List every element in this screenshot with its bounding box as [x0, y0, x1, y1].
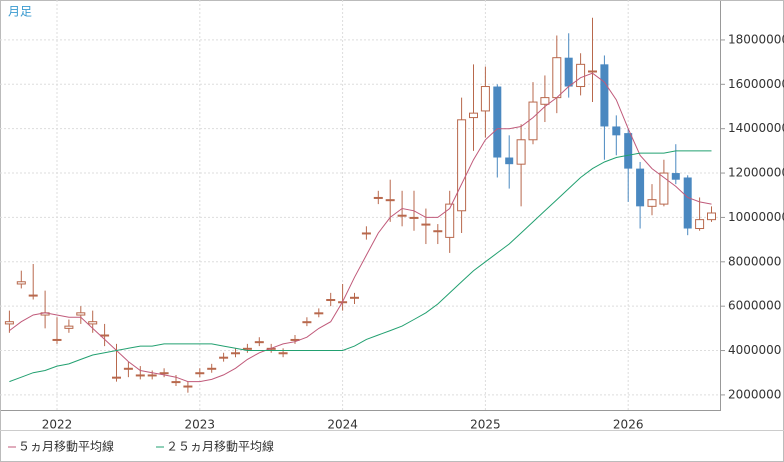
legend-label: ５ヵ月移動平均線 — [18, 439, 114, 454]
candle-body — [100, 334, 110, 337]
candle-body — [612, 126, 621, 136]
y-tick-label: 8000000 — [728, 254, 781, 268]
y-tick-label: 16000000 — [728, 77, 784, 91]
candle-body — [135, 374, 145, 377]
x-tick-label: 2025 — [470, 418, 501, 432]
candle-body — [564, 57, 573, 87]
candle-body — [302, 321, 312, 324]
candle-body — [588, 70, 597, 73]
y-tick-label: 18000000 — [728, 32, 784, 46]
x-tick-label: 2022 — [42, 418, 73, 432]
candle-body — [16, 281, 26, 285]
candle-body — [433, 230, 443, 233]
candle-body — [183, 385, 193, 388]
candle-body — [516, 139, 526, 165]
candle-body — [493, 86, 502, 158]
candle-body — [314, 312, 324, 315]
candle-body — [361, 232, 371, 235]
x-tick-label: 2023 — [185, 418, 216, 432]
candle-body — [397, 214, 407, 217]
plot-area — [0, 0, 721, 411]
y-tick-label: 6000000 — [728, 299, 781, 313]
moving-average-line — [9, 150, 712, 383]
candle-body — [457, 119, 467, 212]
candle-body — [528, 101, 538, 141]
chart-title: 月足 — [8, 5, 32, 19]
y-tick-label: 2000000 — [728, 387, 781, 401]
candle-body — [76, 312, 86, 316]
candle-body — [4, 321, 14, 325]
candle-body — [671, 173, 680, 180]
candle-body — [707, 212, 716, 221]
candle-body — [409, 216, 419, 219]
candle-body — [171, 381, 181, 384]
candle-body — [385, 199, 395, 202]
candle-body — [576, 63, 586, 88]
candle-body — [326, 299, 336, 302]
x-tick-label: 2026 — [613, 418, 644, 432]
candle-body — [147, 374, 157, 377]
candle-body — [624, 133, 633, 169]
candle-body — [123, 367, 133, 370]
candle-body — [112, 376, 121, 379]
candle-body — [505, 157, 514, 165]
moving-average-line — [9, 72, 712, 383]
candle-body — [88, 321, 98, 325]
candle-body — [278, 352, 288, 355]
candle-body — [683, 177, 692, 229]
candle-body — [159, 372, 169, 375]
candle-body — [540, 97, 550, 105]
candle-body — [350, 296, 359, 299]
candle-body — [636, 168, 645, 207]
candle-body — [600, 64, 609, 127]
candle-body — [195, 372, 205, 375]
candle-body — [469, 112, 478, 119]
candle-body — [659, 172, 669, 205]
x-tick-label: 2024 — [327, 418, 358, 432]
candle-body — [242, 347, 252, 350]
candle-body — [421, 223, 431, 226]
y-tick-label: 4000000 — [728, 343, 781, 357]
candle-body — [445, 203, 455, 238]
candle-body — [28, 294, 38, 297]
candle-body — [219, 356, 229, 359]
candle-body — [254, 341, 264, 344]
candle-body — [552, 57, 562, 99]
y-tick-label: 10000000 — [728, 210, 784, 224]
candle-body — [207, 367, 217, 370]
y-tick-label: 12000000 — [728, 166, 784, 180]
candle-body — [64, 325, 74, 329]
candle-body — [480, 86, 490, 112]
candle-body — [647, 199, 657, 207]
candle-body — [231, 352, 240, 355]
y-tick-label: 14000000 — [728, 121, 784, 135]
candle-body — [373, 196, 383, 199]
legend-label: ２５ヵ月移動平均線 — [166, 439, 274, 454]
candle-body — [52, 338, 62, 341]
candle-body — [695, 219, 705, 230]
